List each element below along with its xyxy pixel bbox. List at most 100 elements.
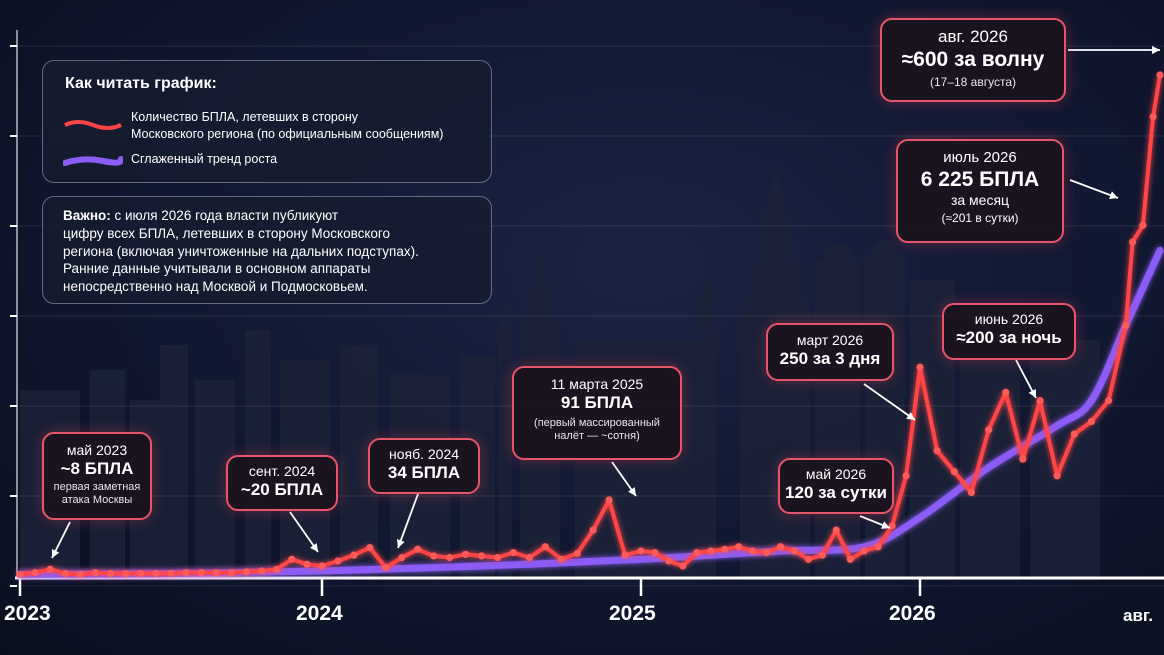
data-point — [446, 554, 454, 562]
callout-arrow-head — [1028, 389, 1036, 398]
annotation-mar-2026: март 2026 250 за 3 дня — [766, 323, 894, 381]
x-tick-label-2026: 2026 — [889, 602, 936, 625]
annotation-date: 11 марта 2025 — [550, 376, 644, 392]
callout-arrow-line — [397, 493, 419, 549]
data-point — [1070, 430, 1078, 438]
data-point — [1019, 455, 1027, 463]
x-axis-ticks — [18, 578, 922, 596]
data-point — [762, 549, 771, 557]
data-point — [182, 569, 190, 577]
annotation-value: 6 225 БПЛА — [920, 168, 1040, 191]
data-point — [107, 569, 115, 578]
annotation-date: май 2023 — [66, 442, 128, 458]
annotation-value: ≈200 за ночь — [956, 327, 1062, 347]
data-point — [984, 426, 993, 434]
data-point — [525, 554, 533, 562]
data-point — [493, 554, 502, 562]
data-point — [137, 569, 145, 578]
data-point — [721, 545, 729, 553]
data-point — [902, 472, 910, 480]
callout-arrow-head — [906, 412, 915, 420]
annotation-sep-2024: сент. 2024 ~20 БПЛА — [226, 455, 338, 511]
data-point — [1149, 113, 1157, 121]
data-point — [950, 468, 958, 476]
data-point — [197, 569, 205, 577]
annotation-may-2026: май 2026 120 за сутки — [778, 458, 894, 514]
data-point — [933, 447, 941, 455]
annotation-value-2: за месяц — [950, 192, 1010, 209]
data-point — [679, 562, 687, 570]
x-tick-label-2023: 2023 — [4, 602, 51, 625]
data-point — [1156, 71, 1164, 79]
callout-arrow-line — [1069, 179, 1119, 199]
callout-arrow-line — [863, 383, 916, 421]
data-point — [303, 560, 311, 568]
annotation-date: июнь 2026 — [974, 311, 1044, 327]
data-point — [227, 569, 235, 577]
annotation-note: (≈201 в сутки) — [941, 210, 1019, 225]
data-point — [1087, 417, 1096, 426]
callout-arrow-head — [310, 543, 318, 552]
annotation-nov-2024: нояб. 2024 34 БПЛА — [368, 438, 480, 494]
annotation-note: (17–18 августа) — [929, 74, 1017, 89]
x-tick-label-aug: авг. — [1123, 606, 1154, 625]
legend-purple-label: Сглаженный тренд роста — [131, 152, 278, 166]
data-point — [735, 543, 743, 551]
data-point — [605, 496, 613, 504]
data-point — [1002, 388, 1010, 396]
annotation-may-2023: май 2023 ~8 БПЛА первая заметная атака М… — [42, 432, 152, 520]
data-point — [790, 547, 799, 555]
annotation-date: сент. 2024 — [248, 463, 316, 479]
data-point — [430, 552, 438, 560]
data-point — [31, 569, 39, 577]
data-point — [258, 567, 266, 575]
data-point — [76, 570, 84, 578]
annotation-date: март 2026 — [796, 332, 864, 348]
data-point — [1128, 238, 1137, 246]
note-line-5: непосредственно над Москвой и Подмосковь… — [63, 279, 368, 295]
callout-arrow-head — [396, 539, 405, 548]
annotation-aug-2026: авг. 2026 ≈600 за волну (17–18 августа) — [880, 18, 1066, 102]
annotation-value: 91 БПЛА — [560, 392, 634, 412]
data-point — [818, 551, 826, 559]
x-tick-label-2025: 2025 — [609, 602, 656, 625]
callout-arrow-head — [628, 487, 636, 496]
y-axis-ticks — [10, 45, 17, 587]
data-point — [776, 543, 785, 551]
data-point — [350, 551, 358, 559]
data-point — [860, 547, 868, 555]
data-point — [318, 562, 326, 570]
annotation-jul-2026: июль 2026 6 225 БПЛА за месяц (≈201 в су… — [896, 139, 1064, 243]
annotation-value: ~20 БПЛА — [240, 479, 324, 499]
callout-arrow-head — [1151, 45, 1160, 55]
data-point — [846, 555, 854, 563]
data-point — [916, 363, 924, 371]
data-point — [541, 543, 549, 551]
data-point — [874, 543, 882, 551]
data-point — [693, 549, 701, 557]
data-point — [832, 526, 840, 534]
data-point — [804, 555, 813, 563]
note-line-2: цифру всех БПЛА, летевших в сторону Моск… — [63, 225, 391, 241]
data-point — [557, 555, 565, 563]
data-point — [665, 557, 673, 565]
data-point — [707, 547, 715, 555]
data-point — [122, 569, 130, 578]
annotation-note: (первый массированный налёт — ~сотня) — [534, 417, 660, 443]
annotation-date: июль 2026 — [943, 149, 1017, 166]
data-point — [414, 545, 422, 553]
data-point — [888, 522, 896, 530]
trend-series-line — [16, 246, 1164, 578]
annotation-date: май 2026 — [805, 466, 867, 482]
annotation-value: 34 БПЛА — [387, 462, 461, 482]
callout-arrow-head — [1109, 191, 1118, 200]
data-point — [16, 570, 24, 578]
callout-arrows — [51, 45, 1160, 559]
x-tick-label-2024: 2024 — [296, 602, 343, 625]
note-line-1: с июля 2026 года власти публикуют — [110, 208, 339, 223]
legend-red-label-2: Московского региона (по официальным сооб… — [131, 126, 444, 141]
annotation-value: 120 за сутки — [785, 482, 887, 502]
callout-arrow-line — [289, 511, 319, 553]
